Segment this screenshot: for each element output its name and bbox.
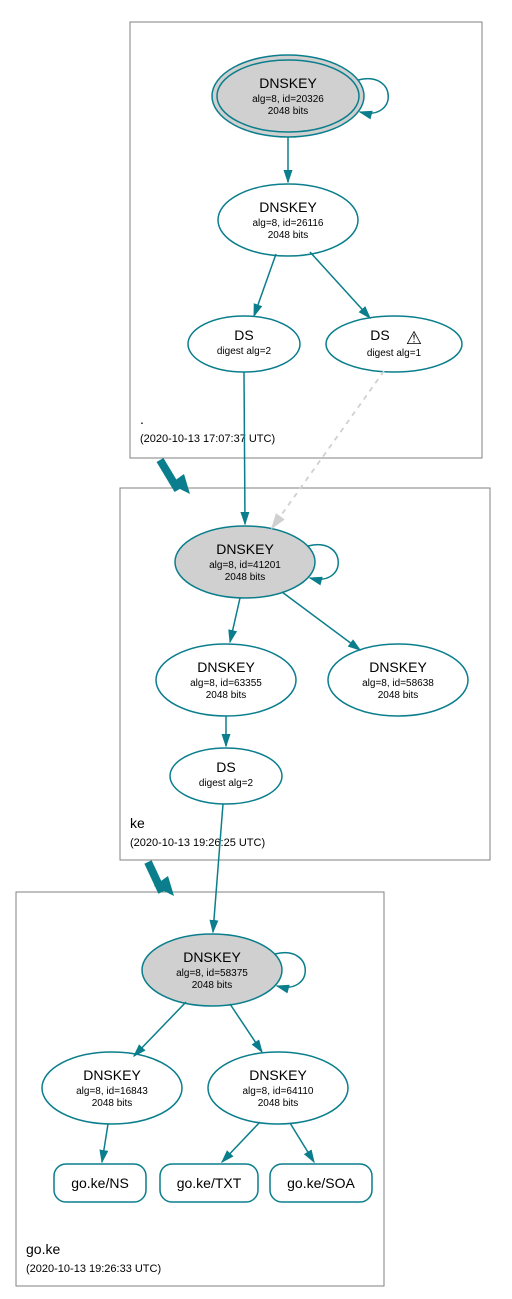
svg-text:go.ke/SOA: go.ke/SOA (287, 1175, 355, 1191)
rr-soa: go.ke/SOA (270, 1164, 372, 1202)
svg-text:2048 bits: 2048 bits (258, 1098, 299, 1109)
svg-text:alg=8, id=64110: alg=8, id=64110 (243, 1086, 314, 1097)
svg-text:2048 bits: 2048 bits (92, 1098, 133, 1109)
svg-text:alg=8, id=58375: alg=8, id=58375 (176, 968, 248, 979)
node-goke-zsk: DNSKEY alg=8, id=16843 2048 bits (42, 1052, 182, 1124)
svg-text:digest alg=2: digest alg=2 (199, 778, 254, 789)
svg-text:alg=8, id=63355: alg=8, id=63355 (190, 678, 262, 689)
svg-text:DS: DS (234, 327, 253, 343)
node-ke-ksk: DNSKEY alg=8, id=41201 2048 bits (175, 526, 315, 598)
zone-label-goke: go.ke (26, 1241, 60, 1257)
svg-text:go.ke/NS: go.ke/NS (71, 1175, 129, 1191)
svg-text:alg=8, id=58638: alg=8, id=58638 (362, 678, 434, 689)
svg-text:digest alg=2: digest alg=2 (217, 346, 272, 357)
zone-ts-ke: (2020-10-13 19:26:25 UTC) (130, 837, 265, 849)
node-ke-zsk: DNSKEY alg=8, id=63355 2048 bits (156, 644, 296, 716)
node-goke-zsk2: DNSKEY alg=8, id=64110 2048 bits (208, 1052, 348, 1124)
node-ke-ds: DS digest alg=2 (170, 748, 282, 804)
svg-text:alg=8, id=16843: alg=8, id=16843 (76, 1086, 148, 1097)
rr-ns: go.ke/NS (54, 1164, 146, 1202)
svg-text:digest alg=1: digest alg=1 (367, 348, 422, 359)
svg-text:go.ke/TXT: go.ke/TXT (177, 1175, 242, 1191)
svg-text:2048 bits: 2048 bits (225, 572, 266, 583)
svg-text:DNSKEY: DNSKEY (216, 541, 274, 557)
svg-text:DNSKEY: DNSKEY (83, 1067, 141, 1083)
node-root-zsk: DNSKEY alg=8, id=26116 2048 bits (218, 184, 358, 256)
zone-label-root: . (140, 411, 144, 427)
svg-text:2048 bits: 2048 bits (192, 980, 233, 991)
node-ke-zsk2: DNSKEY alg=8, id=58638 2048 bits (328, 644, 468, 716)
zone-label-ke: ke (130, 815, 145, 831)
svg-text:DNSKEY: DNSKEY (369, 659, 427, 675)
svg-text:DNSKEY: DNSKEY (259, 199, 317, 215)
svg-text:DNSKEY: DNSKEY (183, 949, 241, 965)
svg-text:alg=8, id=41201: alg=8, id=41201 (209, 560, 281, 571)
svg-text:2048 bits: 2048 bits (378, 690, 419, 701)
zone-ts-goke: (2020-10-13 19:26:33 UTC) (26, 1263, 161, 1275)
svg-text:DNSKEY: DNSKEY (259, 75, 317, 91)
svg-text:alg=8, id=20326: alg=8, id=20326 (252, 94, 324, 105)
node-root-ds2: DS digest alg=2 (188, 316, 300, 372)
svg-text:alg=8, id=26116: alg=8, id=26116 (253, 218, 324, 229)
warn-icon: ⚠ (406, 328, 422, 348)
svg-text:2048 bits: 2048 bits (268, 106, 309, 117)
zone-ts-root: (2020-10-13 17:07:37 UTC) (140, 433, 275, 445)
rr-txt: go.ke/TXT (160, 1164, 258, 1202)
svg-text:2048 bits: 2048 bits (268, 230, 309, 241)
svg-text:DS: DS (216, 759, 235, 775)
svg-text:2048 bits: 2048 bits (206, 690, 247, 701)
svg-text:DNSKEY: DNSKEY (197, 659, 255, 675)
svg-text:DS: DS (370, 327, 389, 343)
node-root-ds1: DS ⚠ digest alg=1 (326, 316, 462, 372)
node-root-ksk: DNSKEY alg=8, id=20326 2048 bits (212, 55, 364, 137)
svg-text:DNSKEY: DNSKEY (249, 1067, 307, 1083)
node-goke-ksk: DNSKEY alg=8, id=58375 2048 bits (142, 934, 282, 1006)
